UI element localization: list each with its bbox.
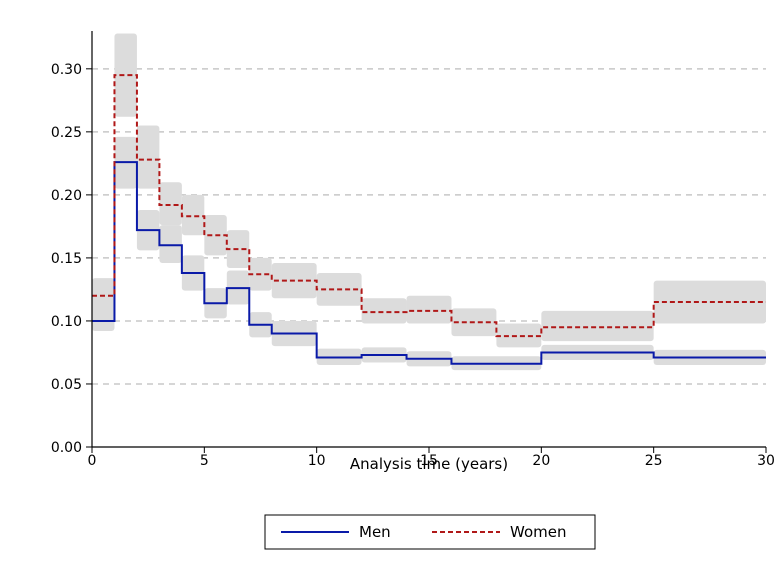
- x-tick-label: 10: [308, 453, 326, 469]
- ci-band-segment: [406, 295, 452, 324]
- ci-band-segment: [136, 125, 160, 189]
- ci-band-segment: [653, 280, 766, 324]
- series-lines: [92, 74, 766, 365]
- y-tick-label: 0.05: [51, 377, 82, 393]
- y-tick-label: 0.10: [51, 314, 82, 330]
- y-tick-label: 0.20: [51, 188, 82, 204]
- y-tick-label: 0.15: [51, 251, 82, 267]
- y-tick-label: 0.00: [51, 440, 82, 456]
- ci-band-segment: [159, 182, 182, 226]
- ci-band-segment: [159, 225, 182, 263]
- ci-band-segment: [181, 194, 205, 236]
- series-line-women: [92, 74, 766, 338]
- legend-women-label: Women: [510, 523, 566, 541]
- confidence-bands: [92, 33, 766, 371]
- series-line-men: [92, 161, 766, 365]
- x-ticks: 0 5 10 15 20 25 30: [88, 447, 775, 469]
- x-tick-label: 30: [757, 453, 775, 469]
- ci-band-segment: [361, 298, 407, 324]
- y-tick-label: 0.25: [51, 125, 82, 141]
- ci-band-segment: [92, 278, 115, 311]
- ci-band-segment: [496, 323, 542, 348]
- x-tick-label: 0: [88, 453, 97, 469]
- x-tick-label: 20: [532, 453, 550, 469]
- y-ticks: 0.00 0.05 0.10 0.15 0.20 0.25 0.30: [51, 62, 92, 456]
- y-tick-label: 0.30: [51, 62, 82, 78]
- legend-men-label: Men: [359, 523, 391, 541]
- ci-band-segment: [92, 308, 115, 332]
- x-tick-label: 5: [200, 453, 209, 469]
- x-axis-title: Analysis time (years): [350, 455, 508, 473]
- legend: Men Women: [264, 514, 596, 550]
- ci-band-segment: [114, 33, 137, 117]
- x-tick-label: 15: [420, 453, 438, 469]
- ci-band-segment: [541, 310, 654, 342]
- x-tick-label: 25: [645, 453, 663, 469]
